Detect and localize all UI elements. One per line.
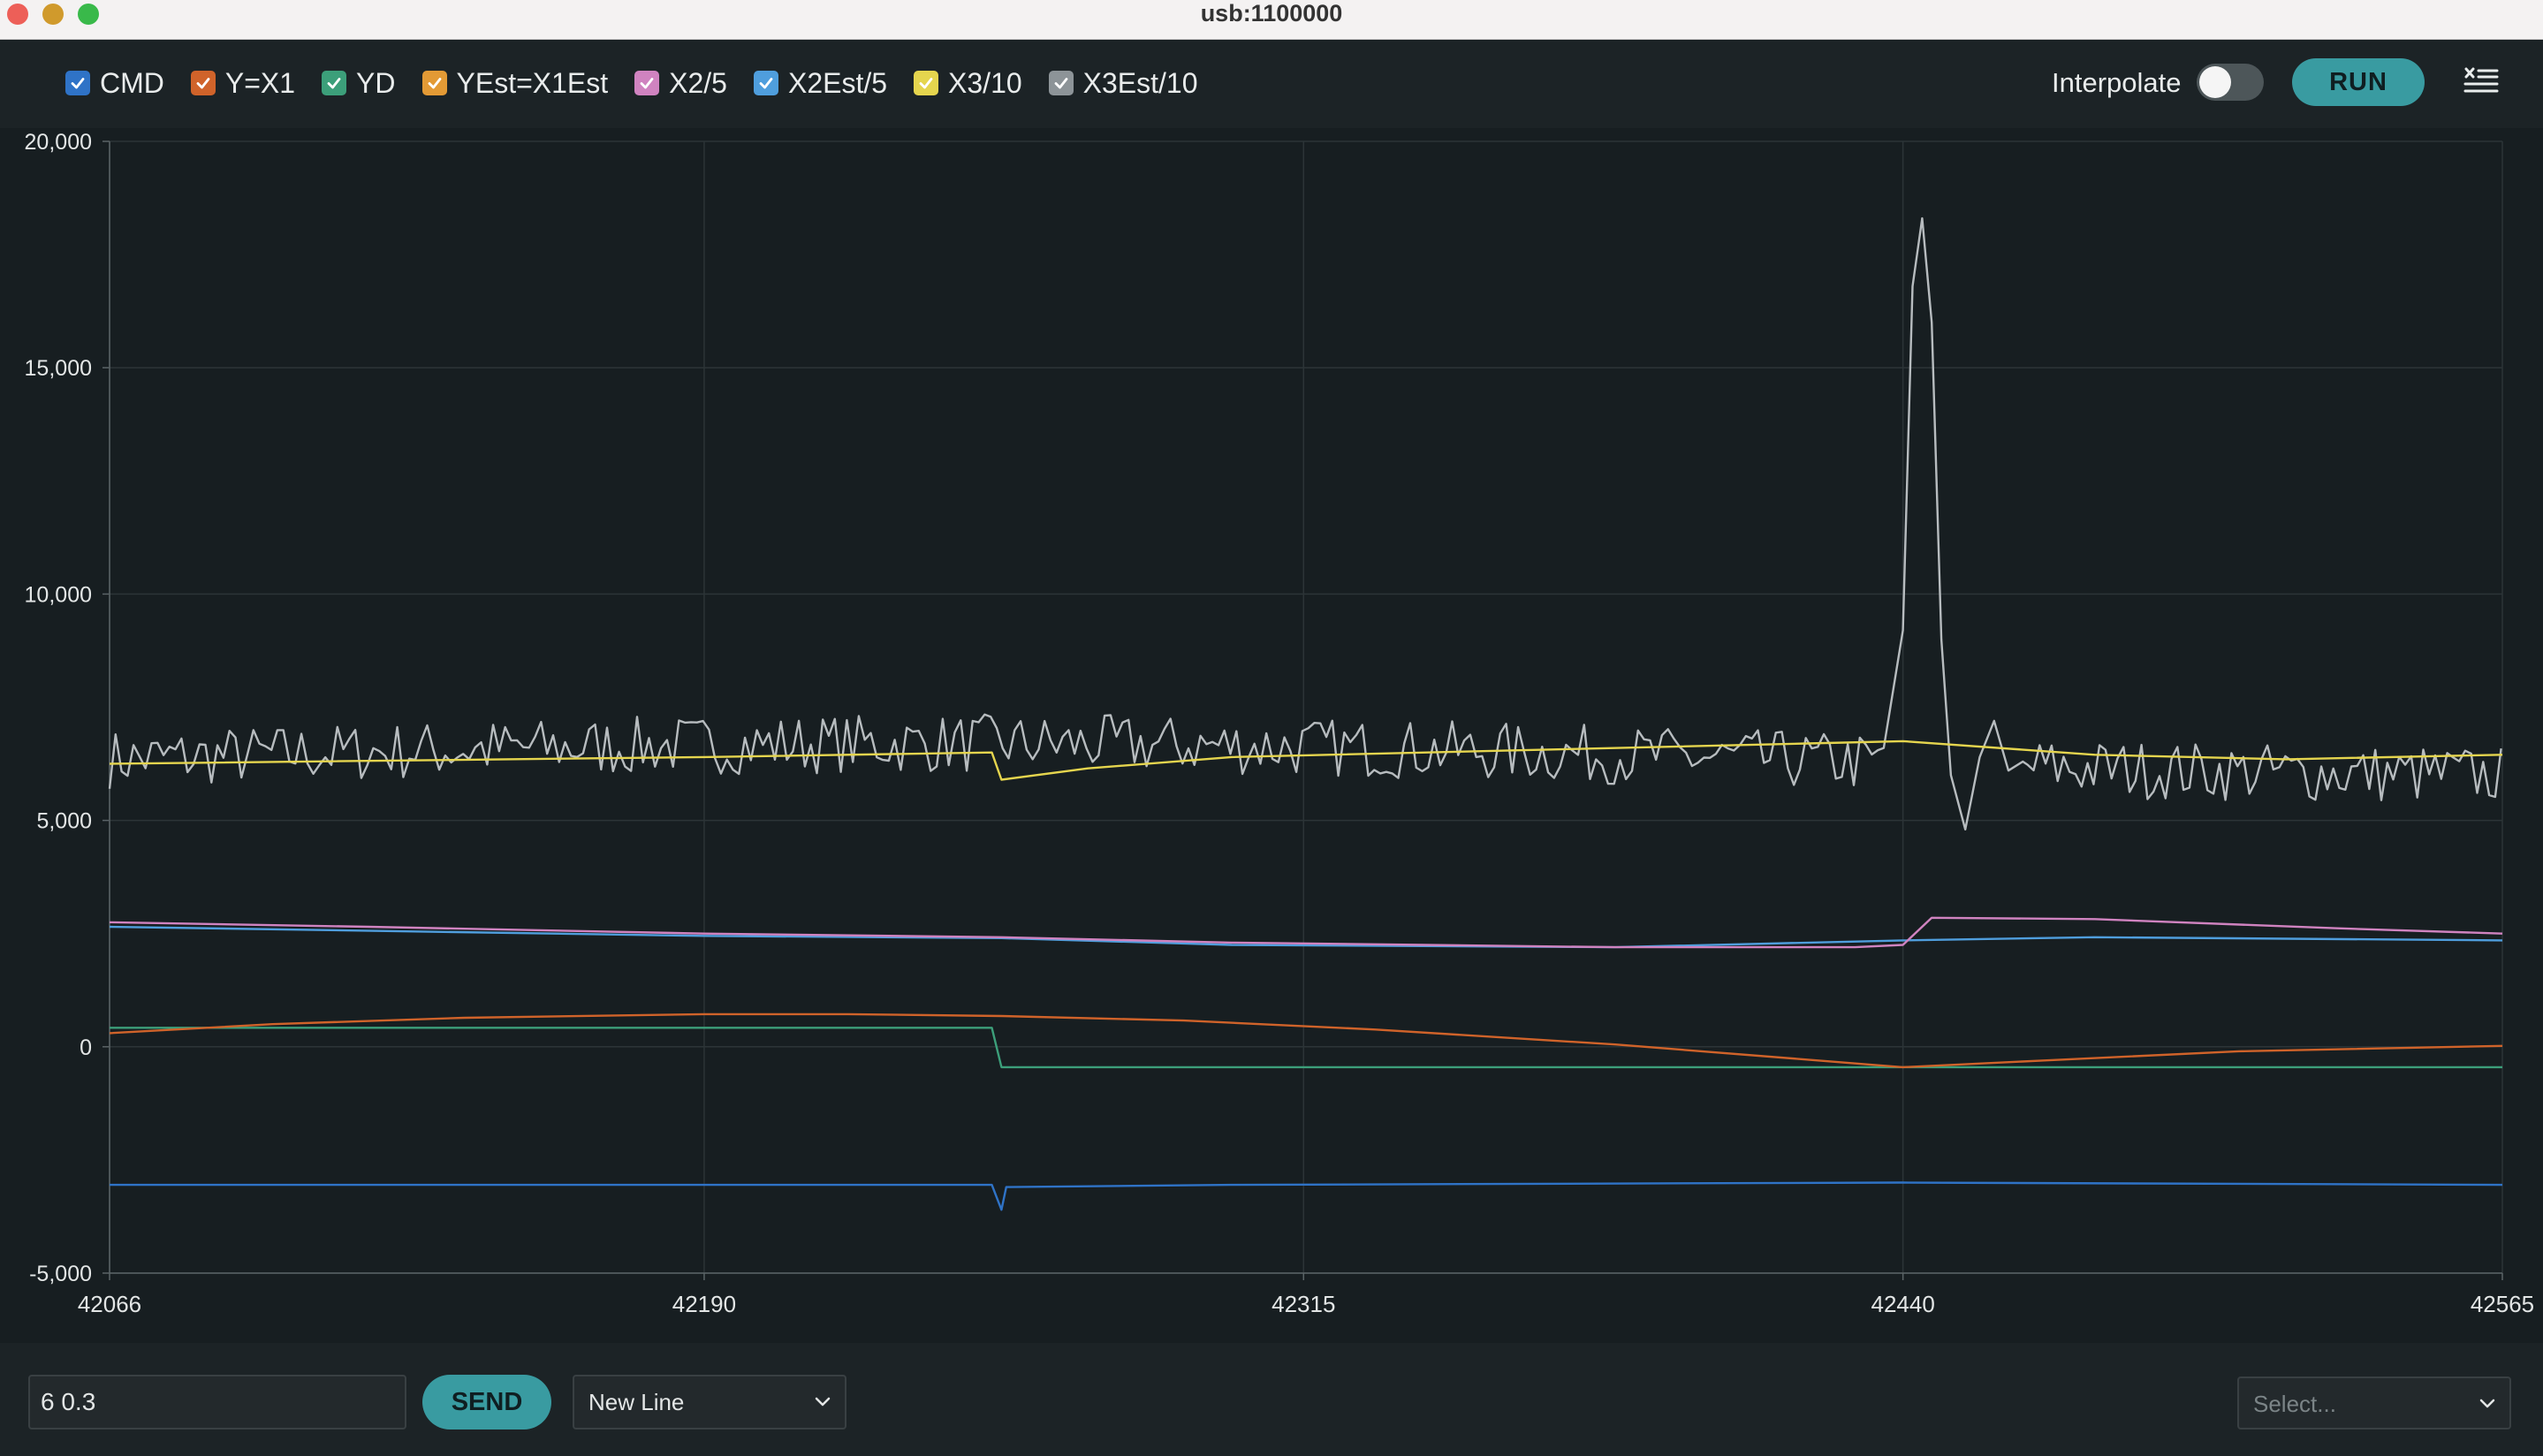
check-icon bbox=[327, 78, 341, 89]
interpolate-label: Interpolate bbox=[2052, 67, 2182, 98]
window-titlebar: usb:1100000 bbox=[0, 0, 2543, 40]
close-window-button[interactable] bbox=[7, 4, 28, 25]
legend-checkbox[interactable] bbox=[914, 71, 939, 95]
run-button[interactable]: RUN bbox=[2292, 58, 2425, 106]
series-line-cmd bbox=[110, 1181, 2503, 1211]
check-icon bbox=[640, 78, 654, 89]
legend-label: Y=X1 bbox=[224, 66, 296, 99]
legend-checkbox[interactable] bbox=[1048, 71, 1074, 95]
legend-checkbox[interactable] bbox=[65, 71, 90, 95]
check-icon bbox=[196, 78, 210, 89]
legend-checkbox[interactable] bbox=[634, 71, 660, 95]
send-button[interactable]: SEND bbox=[422, 1375, 551, 1429]
check-icon bbox=[759, 78, 773, 89]
series-line-yd bbox=[110, 1027, 2502, 1069]
check-icon bbox=[1054, 78, 1068, 89]
x-tick-label: 42565 bbox=[2471, 1291, 2534, 1317]
y-tick-label: 15,000 bbox=[25, 356, 92, 381]
legend-item-yest-x1est[interactable]: YEst=X1Est bbox=[421, 64, 609, 102]
legend-item-yd[interactable]: YD bbox=[322, 64, 396, 102]
x-tick-label: 42315 bbox=[1272, 1291, 1335, 1317]
chart-ticks: 20,000 15,000 10,000 5,000 0 -5,000 42066 42190… bbox=[25, 130, 2535, 1317]
baud-rate-placeholder: Select... bbox=[2253, 1391, 2336, 1417]
legend-checkbox[interactable] bbox=[753, 71, 778, 95]
series-line-x2est-5 bbox=[109, 925, 2503, 949]
series-legend: CMD Y=X1 YD YEst=X1Est X2/5 X2Est/5 X3/10 X3Est… bbox=[65, 64, 1225, 102]
y-tick-label: 20,000 bbox=[25, 130, 92, 155]
interpolate-toggle[interactable] bbox=[2197, 64, 2264, 101]
y-tick-label: 0 bbox=[80, 1035, 92, 1060]
legend-item-cmd[interactable]: CMD bbox=[65, 64, 164, 102]
legend-label: X3Est/10 bbox=[1082, 66, 1198, 99]
legend-item-x3est-10[interactable]: X3Est/10 bbox=[1048, 64, 1198, 102]
y-tick-label: 10,000 bbox=[25, 582, 92, 607]
series-line-x2-5 bbox=[109, 916, 2503, 949]
legend-label: X2Est/5 bbox=[787, 66, 888, 99]
chart-grid bbox=[102, 140, 2503, 1280]
chevron-down-icon bbox=[2479, 1399, 2495, 1408]
minimize-window-button[interactable] bbox=[42, 4, 64, 25]
x-tick-label: 42066 bbox=[78, 1291, 141, 1317]
legend-checkbox[interactable] bbox=[190, 71, 216, 95]
legend-label: CMD bbox=[100, 66, 164, 99]
legend-item-y-x1[interactable]: Y=X1 bbox=[190, 64, 296, 102]
y-tick-label: -5,000 bbox=[29, 1262, 92, 1286]
interpolate-toggle-knob bbox=[2199, 66, 2231, 98]
check-icon bbox=[428, 78, 441, 89]
message-input[interactable] bbox=[28, 1375, 406, 1429]
series-line-x3-10 bbox=[109, 739, 2503, 781]
line-ending-select[interactable]: New Line bbox=[573, 1375, 846, 1429]
zoom-window-button[interactable] bbox=[78, 4, 99, 25]
chevron-down-icon bbox=[815, 1397, 831, 1407]
legend-item-x2-5[interactable]: X2/5 bbox=[634, 64, 727, 102]
line-ending-value: New Line bbox=[588, 1389, 685, 1415]
legend-checkbox[interactable] bbox=[421, 71, 447, 95]
clear-list-icon[interactable] bbox=[2463, 65, 2499, 97]
legend-checkbox[interactable] bbox=[322, 71, 347, 95]
y-tick-label: 5,000 bbox=[36, 809, 92, 834]
window-title: usb:1100000 bbox=[1200, 0, 1343, 27]
baud-rate-select[interactable]: Select... bbox=[2237, 1376, 2511, 1429]
plot-chart: 20,000 15,000 10,000 5,000 0 -5,000 42066 42190… bbox=[25, 130, 2535, 1317]
check-icon bbox=[71, 78, 85, 89]
chart-series bbox=[108, 216, 2503, 1211]
series-line-x3est-10 bbox=[108, 216, 2502, 830]
legend-label: YD bbox=[356, 66, 396, 99]
x-tick-label: 42440 bbox=[1871, 1291, 1934, 1317]
check-icon bbox=[919, 78, 933, 89]
x-tick-label: 42190 bbox=[672, 1291, 736, 1317]
legend-label: X3/10 bbox=[948, 66, 1022, 99]
legend-label: YEst=X1Est bbox=[456, 66, 609, 99]
legend-label: X2/5 bbox=[669, 66, 727, 99]
series-line-y-x1 bbox=[109, 1012, 2503, 1069]
legend-item-x2est-5[interactable]: X2Est/5 bbox=[753, 64, 888, 102]
legend-item-x3-10[interactable]: X3/10 bbox=[914, 64, 1022, 102]
